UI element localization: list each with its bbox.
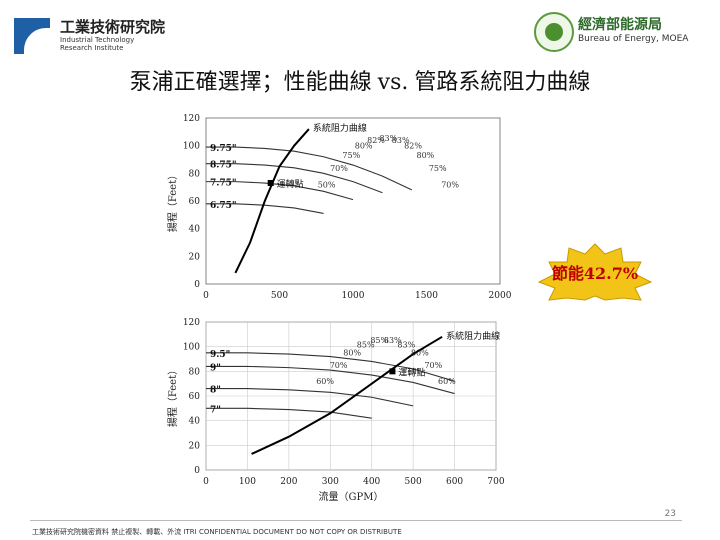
- system-curve-label: 系統阻力曲線: [313, 122, 367, 134]
- itri-name-en-2: Research Institute: [60, 44, 124, 52]
- impeller-curve-3: [206, 181, 354, 201]
- itri-logo-mark: [14, 18, 50, 54]
- title-left: 泵浦正確選擇；性能曲線: [129, 70, 372, 95]
- x-tick-label: 0: [203, 477, 209, 487]
- system-resistance-curve: [234, 128, 310, 274]
- title-right: 管路系統阻力曲線: [414, 70, 591, 95]
- impeller-curve-2: [206, 365, 455, 395]
- title-vs: vs.: [377, 70, 409, 95]
- x-tick-label: 300: [322, 477, 339, 487]
- impeller-curve-1: [206, 352, 455, 382]
- efficiency-label: 83%: [384, 336, 402, 345]
- y-tick-label: 20: [189, 441, 201, 451]
- efficiency-label: 83%: [379, 134, 397, 143]
- moea-name: 經濟部能源局: [578, 17, 662, 33]
- impeller-label: 8.75": [210, 161, 237, 171]
- chart-2: 0 100 200 300 400 500 600 700 0 20 40 60 80 100 120 揚程（…: [166, 318, 505, 503]
- efficiency-label: 70%: [330, 361, 348, 370]
- efficiency-label: 83%: [392, 136, 410, 145]
- y-axis-title: 揚程（Feet）: [166, 170, 179, 232]
- impeller-label: 7": [210, 405, 221, 415]
- efficiency-label: 80%: [343, 349, 361, 358]
- operating-point-label: 運轉點: [277, 178, 304, 190]
- impeller-curve-1: [206, 146, 413, 191]
- y-tick-label: 80: [189, 169, 201, 179]
- y-tick-label: 0: [194, 466, 200, 476]
- y-tick-label: 20: [189, 252, 201, 262]
- efficiency-label: 85%: [370, 336, 388, 345]
- y-tick-label: 120: [183, 114, 200, 124]
- impeller-label: 6.75": [210, 201, 237, 211]
- system-resistance-curve: [251, 335, 443, 455]
- x-tick-label: 0: [203, 291, 209, 301]
- x-tick-label: 400: [363, 477, 380, 487]
- y-tick-label: 100: [183, 142, 200, 152]
- efficiency-label: 70%: [441, 181, 459, 190]
- efficiency-label: 85%: [357, 340, 375, 349]
- operating-point: [389, 368, 396, 375]
- y-tick-label: 60: [189, 197, 201, 207]
- efficiency-label: 82%: [367, 136, 385, 145]
- efficiency-label: 70%: [330, 164, 348, 173]
- savings-badge: 節能42.7%: [537, 243, 653, 301]
- impeller-curve-4: [206, 407, 372, 419]
- x-tick-label: 500: [271, 291, 288, 301]
- x-tick-label: 100: [239, 477, 256, 487]
- itri-name: 工業技術研究院: [60, 18, 166, 36]
- efficiency-label: 70%: [424, 361, 442, 370]
- itri-name-en-1: Industrial Technology: [60, 36, 135, 44]
- x-tick-label: 1000: [342, 291, 365, 301]
- impeller-curve-3: [206, 388, 414, 407]
- impeller-label: 9.75": [210, 144, 237, 154]
- y-tick-label: 40: [189, 225, 201, 235]
- efficiency-label: 50%: [318, 181, 336, 190]
- footer-text: 工業技術研究院機密資料 禁止複製、轉載、外流 ITRI CONFIDENTIAL…: [32, 528, 402, 536]
- efficiency-label: 80%: [355, 142, 373, 151]
- efficiency-label: 80%: [417, 151, 435, 160]
- plot-frame: [205, 117, 501, 285]
- impeller-curve-4: [206, 203, 324, 214]
- efficiency-label: 75%: [342, 151, 360, 160]
- itri-logo: 工業技術研究院 Industrial Technology Research I…: [14, 14, 204, 54]
- operating-point-label: 運轉點: [398, 366, 425, 378]
- impeller-label: 9": [210, 363, 221, 373]
- y-tick-label: 0: [194, 280, 200, 290]
- efficiency-label: 75%: [429, 164, 447, 173]
- efficiency-label: 80%: [411, 349, 429, 358]
- plot-frame: [205, 321, 497, 471]
- impeller-curve-2: [206, 163, 383, 194]
- impeller-label: 9.5": [210, 350, 230, 360]
- moea-name-en: Bureau of Energy, MOEA: [578, 34, 689, 44]
- impeller-label: 7.75": [210, 179, 237, 189]
- footer-divider: [30, 520, 682, 521]
- efficiency-label: 82%: [404, 142, 422, 151]
- chart-1: 0 500 1000 1500 2000 0 20 40 60 80 100 120 揚程（Feet） 9…: [166, 114, 512, 301]
- y-axis-title: 揚程（Feet）: [166, 365, 179, 427]
- x-tick-label: 600: [446, 477, 463, 487]
- y-tick-label: 120: [183, 318, 200, 328]
- y-tick-label: 60: [189, 392, 201, 402]
- badge-star-shape: [537, 243, 653, 301]
- x-axis-title: 流量（GPM）: [319, 490, 384, 503]
- y-tick-label: 100: [183, 343, 200, 353]
- efficiency-label: 60%: [438, 377, 456, 386]
- moea-logo: 經濟部能源局 Bureau of Energy, MOEA: [534, 10, 704, 52]
- moea-seal-icon: [534, 12, 574, 52]
- x-tick-label: 1500: [415, 291, 438, 301]
- y-tick-label: 80: [189, 367, 201, 377]
- operating-point: [267, 180, 274, 187]
- badge-text: 節能42.7%: [551, 264, 638, 283]
- efficiency-label: 83%: [397, 340, 415, 349]
- efficiency-label: 60%: [316, 377, 334, 386]
- page-title: 泵浦正確選擇；性能曲線 vs. 管路系統阻力曲線: [0, 64, 720, 96]
- x-tick-label: 2000: [489, 291, 512, 301]
- page-number: 23: [664, 509, 676, 519]
- x-tick-label: 200: [280, 477, 297, 487]
- system-curve-label: 系統阻力曲線: [446, 330, 500, 342]
- impeller-label: 8": [210, 386, 221, 396]
- x-tick-label: 700: [487, 477, 504, 487]
- x-tick-label: 500: [405, 477, 422, 487]
- y-tick-label: 40: [189, 417, 201, 427]
